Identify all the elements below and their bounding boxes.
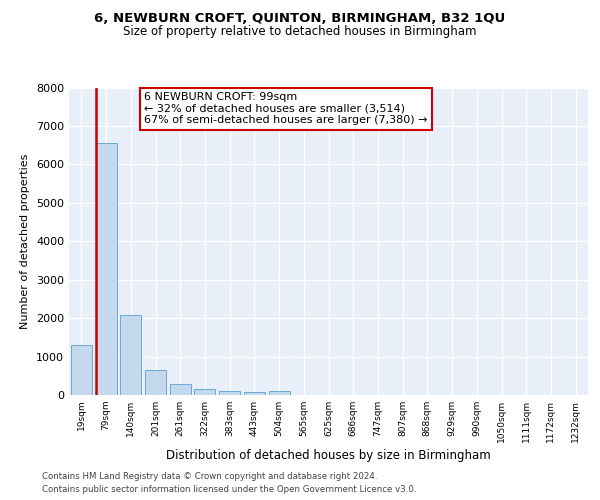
Bar <box>170 384 191 395</box>
Bar <box>120 315 141 395</box>
Text: 6 NEWBURN CROFT: 99sqm
← 32% of detached houses are smaller (3,514)
67% of semi-: 6 NEWBURN CROFT: 99sqm ← 32% of detached… <box>144 92 428 126</box>
Bar <box>145 370 166 395</box>
Text: Contains public sector information licensed under the Open Government Licence v3: Contains public sector information licen… <box>42 485 416 494</box>
Text: 6, NEWBURN CROFT, QUINTON, BIRMINGHAM, B32 1QU: 6, NEWBURN CROFT, QUINTON, BIRMINGHAM, B… <box>94 12 506 26</box>
Text: Size of property relative to detached houses in Birmingham: Size of property relative to detached ho… <box>123 25 477 38</box>
Bar <box>244 392 265 395</box>
Y-axis label: Number of detached properties: Number of detached properties <box>20 154 31 329</box>
Bar <box>71 345 92 395</box>
Bar <box>219 392 240 395</box>
Bar <box>95 143 116 395</box>
X-axis label: Distribution of detached houses by size in Birmingham: Distribution of detached houses by size … <box>166 449 491 462</box>
Bar <box>269 390 290 395</box>
Text: Contains HM Land Registry data © Crown copyright and database right 2024.: Contains HM Land Registry data © Crown c… <box>42 472 377 481</box>
Bar <box>194 390 215 395</box>
